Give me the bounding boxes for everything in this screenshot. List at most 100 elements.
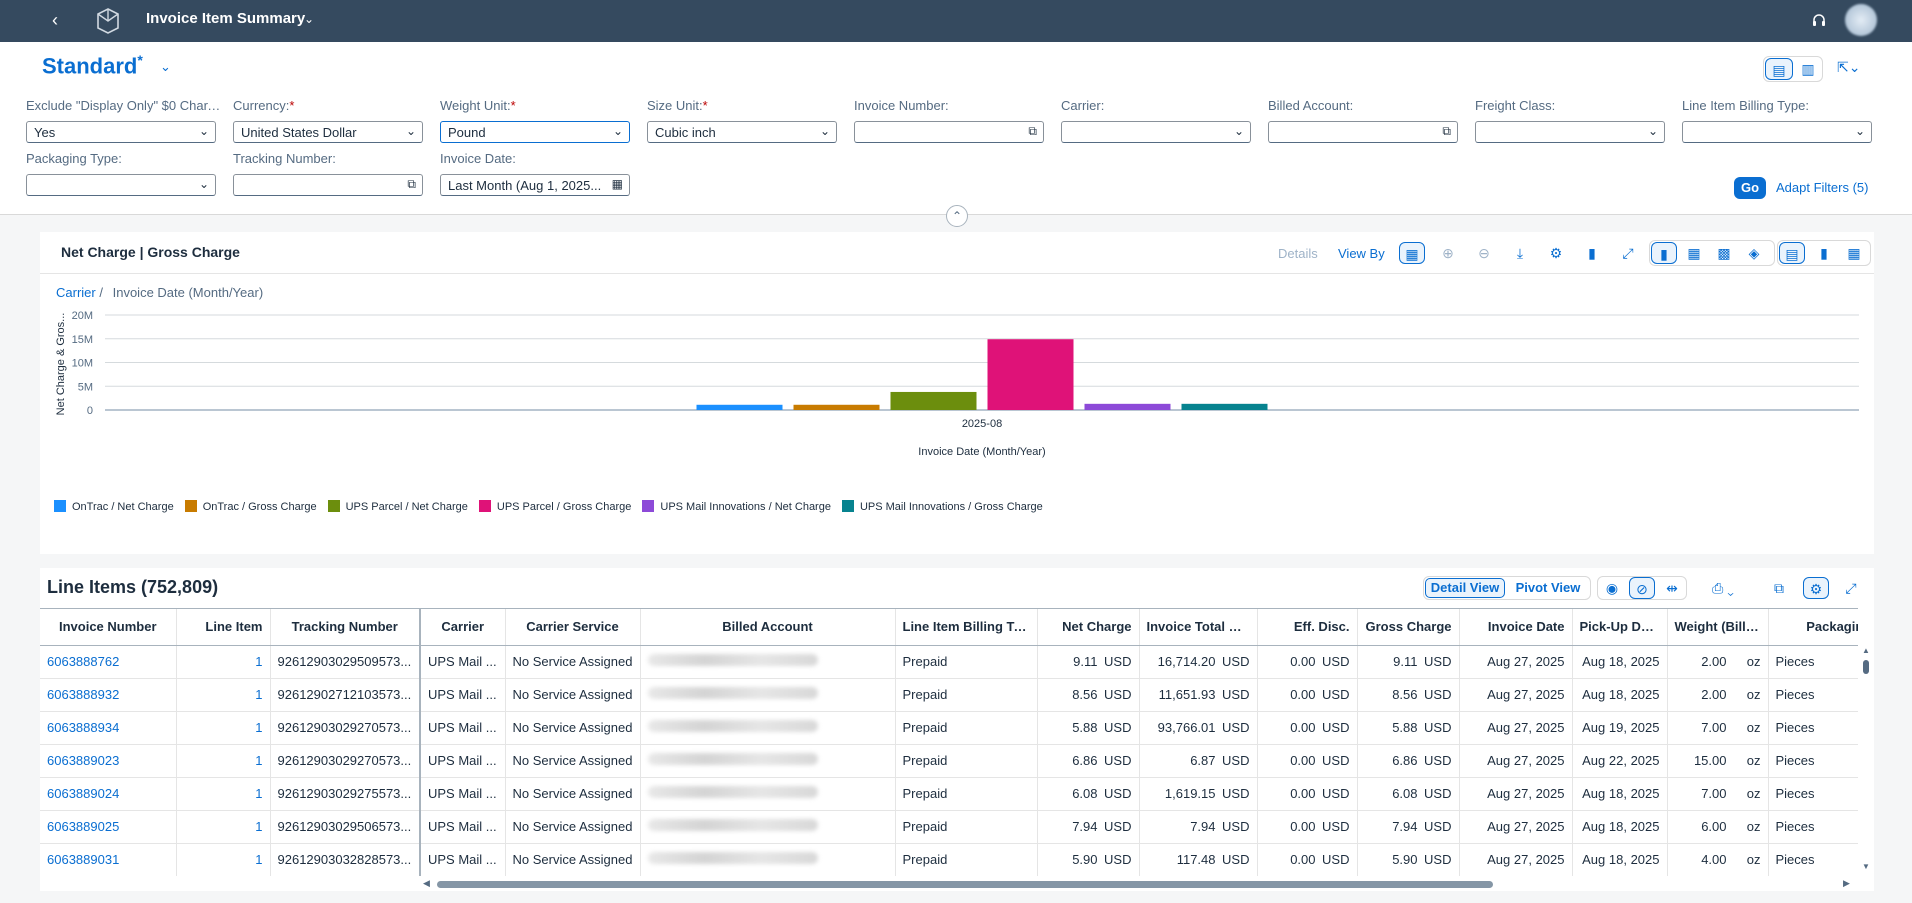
headset-icon[interactable] (1811, 13, 1827, 29)
adapt-filters-link[interactable]: Adapt Filters (5) (1776, 180, 1869, 195)
value-help-icon[interactable]: ⧉ (1442, 124, 1451, 138)
chevron-down-icon[interactable]: ⌄ (1233, 124, 1244, 138)
chart-table-view-icon[interactable]: ▤ (1779, 242, 1805, 264)
table-chart-icon[interactable]: ▦ (1687, 245, 1701, 261)
invoice-number-cell-text[interactable]: 6063889031 (47, 852, 120, 867)
line-item-cell-text[interactable]: 1 (255, 753, 263, 768)
column-header[interactable]: Carrier Service (505, 609, 641, 646)
legend-item[interactable]: OnTrac / Net Charge (54, 500, 174, 513)
bar-4[interactable] (1084, 403, 1171, 410)
chevron-down-icon[interactable]: ⌄ (1854, 124, 1865, 138)
share-icon[interactable]: ⇱⌄ (1837, 59, 1861, 75)
column-header[interactable]: Line Item (176, 609, 271, 646)
column-header[interactable]: Tracking Number (270, 609, 421, 646)
filter-input[interactable]: ⧉ (854, 121, 1044, 143)
line-item-cell-text[interactable]: 1 (255, 852, 263, 867)
invoice-number-cell[interactable]: 6063889025 (40, 810, 177, 844)
breadcrumb-carrier[interactable]: Carrier (56, 285, 96, 300)
scroll-left-arrow[interactable]: ◀ (423, 878, 430, 888)
column-header[interactable]: Gross Charge (1357, 609, 1460, 646)
column-header[interactable]: Invoice Number (40, 609, 177, 646)
value-help-icon[interactable]: ⧉ (407, 177, 416, 191)
column-header[interactable]: Eff. Disc. (1257, 609, 1358, 646)
scroll-down-arrow[interactable]: ▼ (1862, 862, 1870, 871)
filter-input[interactable]: Cubic inch ⌄ (647, 121, 837, 143)
column-header[interactable]: Pick-Up Date (1572, 609, 1668, 646)
line-item-cell-text[interactable]: 1 (255, 720, 263, 735)
table-row[interactable]: 6063889025 1 92612903029506573... UPS Mail … (40, 810, 1858, 844)
line-item-cell[interactable]: 1 (176, 810, 271, 844)
filter-input[interactable]: ⧉ (233, 174, 423, 196)
table-row[interactable]: 6063889031 1 92612903032828573... UPS Mail … (40, 843, 1858, 876)
map-chart-icon[interactable]: ◈ (1748, 245, 1760, 261)
export-icon[interactable]: ⎙ ⌄ (1712, 580, 1734, 596)
table-row[interactable]: 6063888762 1 92612903029509573... UPS Mail … (40, 645, 1858, 679)
invoice-number-cell[interactable]: 6063889023 (40, 744, 177, 778)
avatar[interactable] (1845, 4, 1877, 36)
filter-input[interactable]: Yes ⌄ (26, 121, 216, 143)
filter-layout-icon[interactable]: ▤ (1765, 58, 1793, 80)
column-header[interactable]: Invoice Total Charge (1139, 609, 1258, 646)
table-only-icon[interactable]: ▦ (1847, 245, 1861, 261)
view-by-button[interactable]: View By (1338, 246, 1385, 261)
table-row[interactable]: 6063888934 1 92612903029270573... UPS Mail … (40, 711, 1858, 745)
table-fullscreen-icon[interactable]: ⤢ (1845, 580, 1857, 596)
line-item-cell-text[interactable]: 1 (255, 687, 263, 702)
filter-input[interactable]: United States Dollar ⌄ (233, 121, 423, 143)
go-button[interactable]: Go (1734, 177, 1766, 199)
invoice-number-cell[interactable]: 6063889024 (40, 777, 177, 811)
filter-input[interactable]: Last Month (Aug 1, 2025... ▦ (440, 174, 630, 196)
calendar-icon[interactable]: ▦ (611, 177, 623, 191)
scroll-up-arrow[interactable]: ▲ (1862, 646, 1870, 655)
legend-item[interactable]: OnTrac / Gross Charge (184, 500, 317, 513)
invoice-number-cell-text[interactable]: 6063889024 (47, 786, 120, 801)
variant-management[interactable]: Standard* (42, 52, 143, 79)
legend-item[interactable]: UPS Parcel / Gross Charge (478, 500, 631, 513)
value-help-icon[interactable]: ⧉ (1028, 124, 1037, 138)
show-icon[interactable]: ◉ (1605, 580, 1619, 596)
sap-logo-icon[interactable] (96, 7, 120, 35)
chart-type-icon[interactable]: ▮ (1588, 245, 1596, 261)
bar-5[interactable] (1181, 403, 1268, 410)
settings-icon[interactable]: ⚙ (1549, 245, 1563, 261)
line-item-cell[interactable]: 1 (176, 777, 271, 811)
bar-1[interactable] (793, 404, 880, 410)
line-item-cell[interactable]: 1 (176, 678, 271, 712)
column-header[interactable]: Carrier (419, 609, 506, 646)
column-header[interactable]: Billed Account (640, 609, 896, 646)
app-title[interactable]: Invoice Item Summary (146, 10, 306, 27)
filter-input[interactable]: ⌄ (1475, 121, 1665, 143)
line-item-cell[interactable]: 1 (176, 645, 271, 679)
line-item-cell[interactable]: 1 (176, 711, 271, 745)
invoice-number-cell-text[interactable]: 6063889023 (47, 753, 120, 768)
pivot-view-button[interactable]: Pivot View (1515, 580, 1581, 595)
bar-3[interactable] (987, 339, 1074, 410)
invoice-number-cell-text[interactable]: 6063888932 (47, 687, 120, 702)
chevron-down-icon[interactable]: ⌄ (819, 124, 830, 138)
bar-chart-icon[interactable]: ▮ (1651, 242, 1677, 264)
bar-0[interactable] (696, 404, 783, 410)
line-item-cell[interactable]: 1 (176, 843, 271, 876)
detail-view-button[interactable]: Detail View (1425, 578, 1505, 598)
bar-2[interactable] (890, 391, 977, 410)
invoice-number-cell-text[interactable]: 6063888934 (47, 720, 120, 735)
variant-name[interactable]: Standard (42, 53, 138, 79)
line-item-cell-text[interactable]: 1 (255, 819, 263, 834)
chevron-down-icon[interactable]: ⌄ (1647, 124, 1658, 138)
table-settings-icon[interactable]: ⚙ (1803, 577, 1829, 599)
chevron-down-icon[interactable]: ⌄ (198, 124, 209, 138)
invoice-number-cell[interactable]: 6063888934 (40, 711, 177, 745)
invoice-number-cell[interactable]: 6063888932 (40, 678, 177, 712)
line-item-cell-text[interactable]: 1 (255, 786, 263, 801)
vertical-scrollbar[interactable]: ▲ ▼ (1862, 646, 1870, 872)
table-toggle-icon[interactable]: ▦ (1399, 242, 1425, 264)
vertical-scroll-thumb[interactable] (1863, 660, 1869, 674)
chevron-down-icon[interactable]: ⌄ (304, 12, 315, 26)
legend-item[interactable]: UPS Mail Innovations / Net Charge (642, 500, 831, 513)
invoice-number-cell[interactable]: 6063888762 (40, 645, 177, 679)
horizontal-scroll-thumb[interactable] (437, 881, 1493, 888)
heatmap-icon[interactable]: ▩ (1717, 245, 1731, 261)
chevron-down-icon[interactable]: ⌄ (198, 177, 209, 191)
invoice-number-cell-text[interactable]: 6063889025 (47, 819, 120, 834)
filter-input[interactable]: Pound ⌄ (440, 121, 630, 143)
